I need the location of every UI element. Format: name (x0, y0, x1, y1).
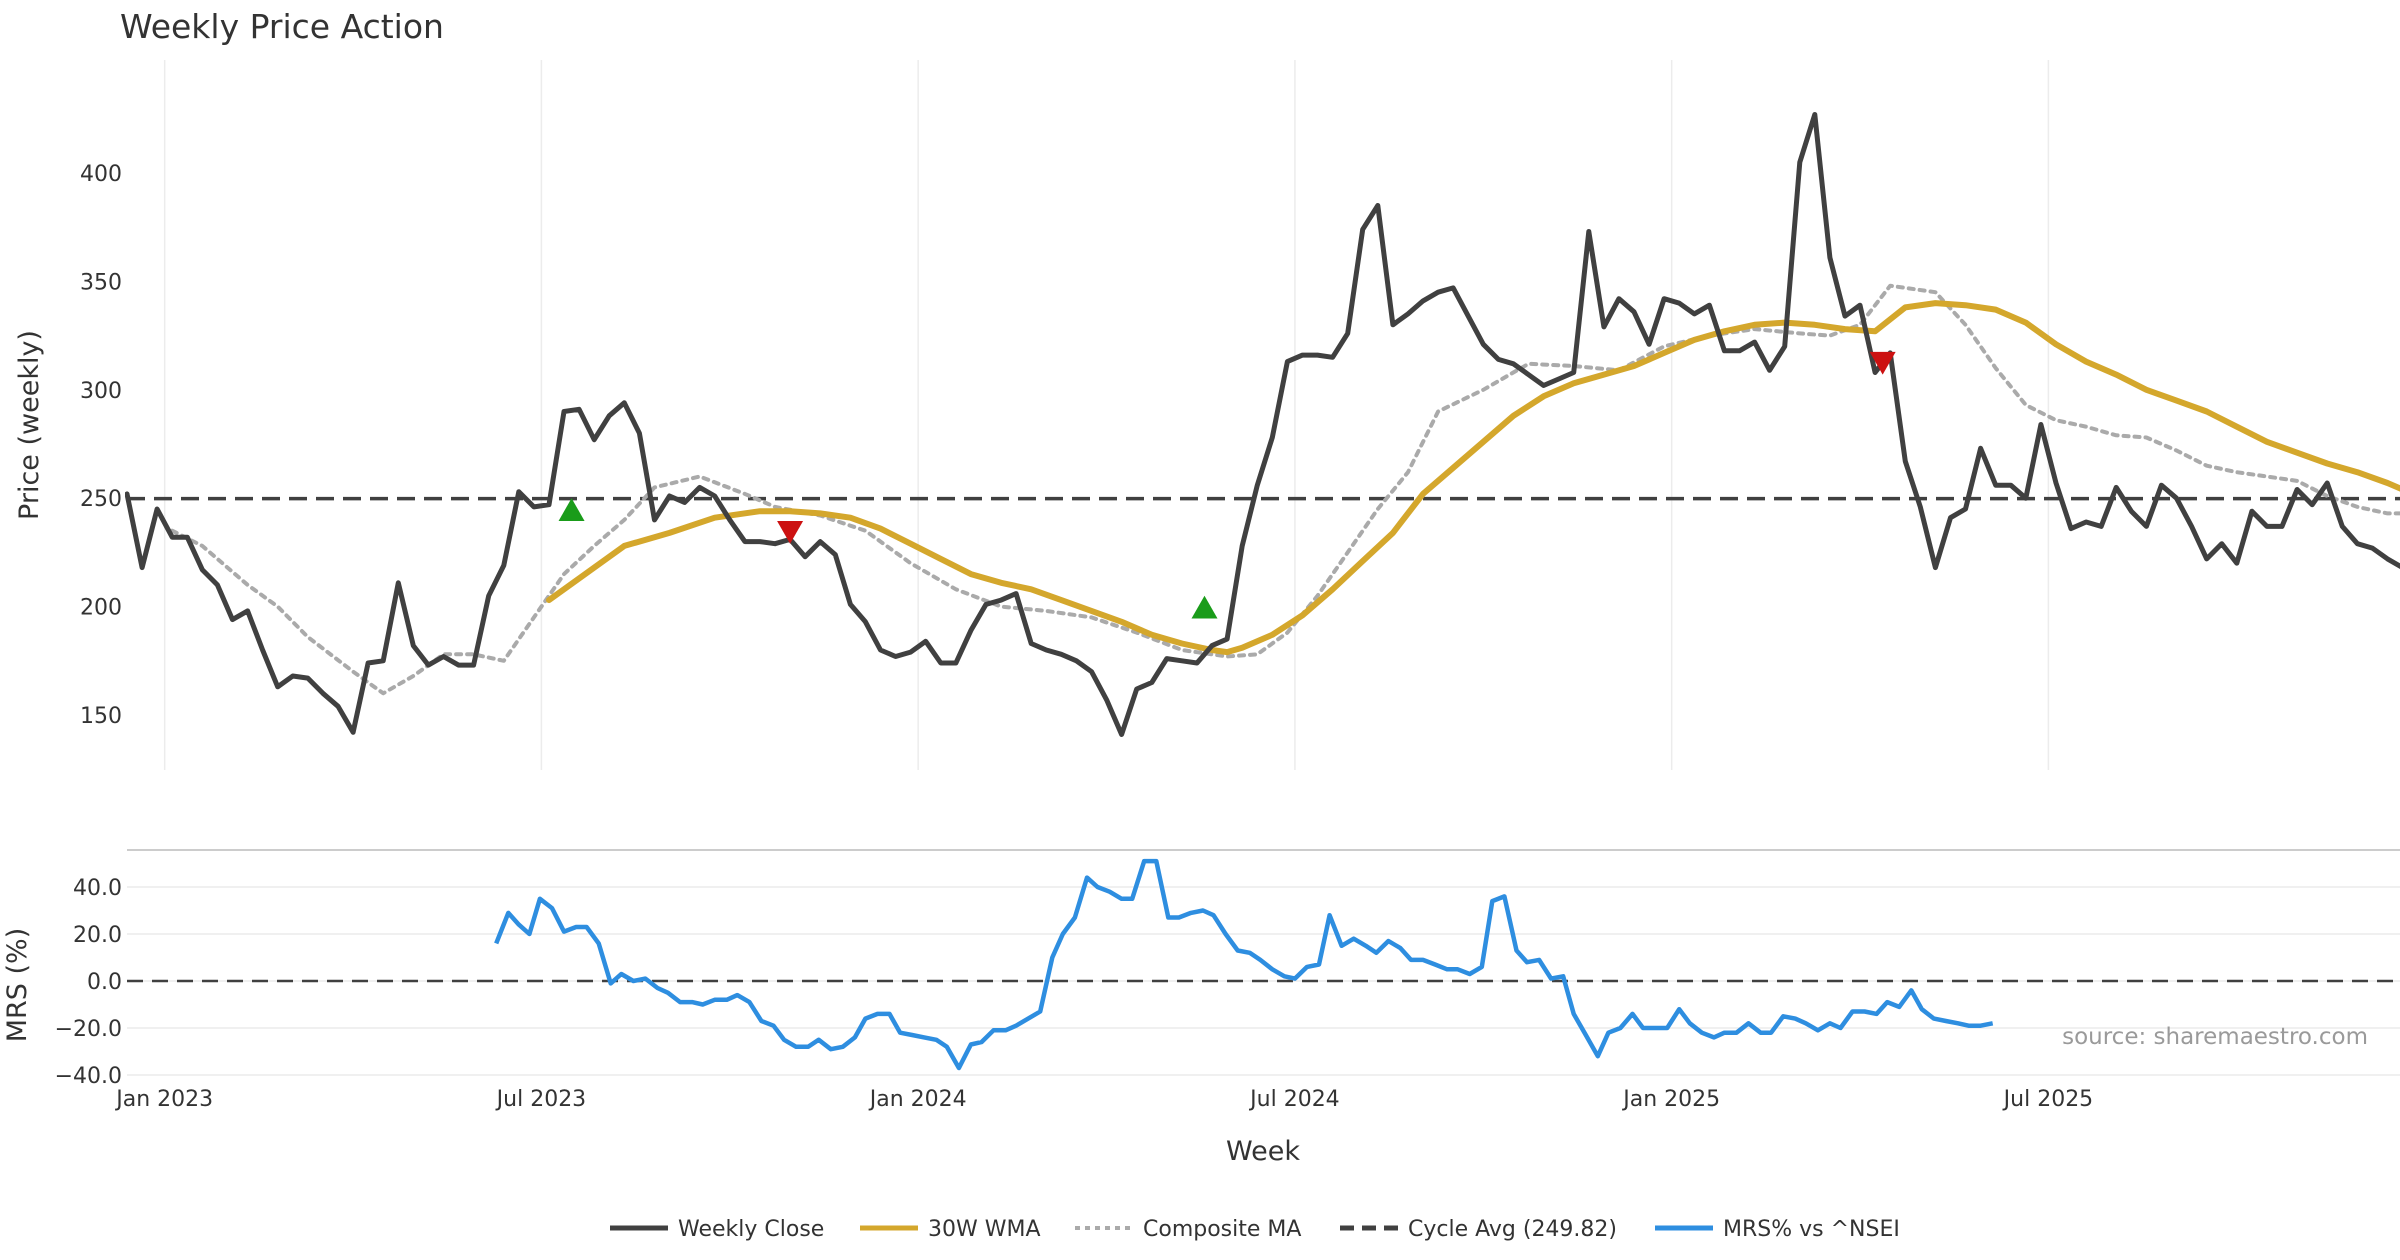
x-tick-label: Jul 2025 (2002, 1087, 2094, 1112)
source-watermark: source: sharemaestro.com (2062, 1024, 2368, 1050)
x-tick-label: Jan 2024 (868, 1087, 967, 1112)
series-weekly-close-line (125, 112, 2400, 737)
legend-label: MRS% vs ^NSEI (1723, 1217, 1900, 1242)
sell-signal-marker (777, 520, 804, 544)
mrs-y-tick-label: 20.0 (73, 923, 122, 948)
x-tick-label: Jul 2023 (495, 1087, 587, 1112)
x-tick-label: Jan 2025 (1621, 1087, 1720, 1112)
legend-label: 30W WMA (928, 1217, 1041, 1242)
x-tick-label: Jan 2023 (114, 1087, 213, 1112)
buy-signal-marker (558, 498, 585, 521)
mrs-y-tick-label: −20.0 (55, 1017, 122, 1042)
price-y-tick-label: 150 (80, 704, 122, 729)
buy-signal-marker (1191, 595, 1218, 619)
series-mrs-line (494, 858, 1994, 1071)
price-y-ticks: 150 200 250 300 350 400 (80, 162, 122, 729)
mrs-y-tick-label: 40.0 (73, 876, 122, 901)
mrs-series-group (127, 858, 2400, 1071)
series-30w-wma-line (546, 300, 2400, 656)
price-y-tick-label: 250 (80, 487, 122, 512)
mrs-y-tick-label: −40.0 (55, 1064, 122, 1089)
legend: Weekly Close 30W WMA Composite MA Cycle Avg… (610, 1217, 1900, 1242)
mrs-y-axis-label: MRS (%) (2, 928, 33, 1043)
price-y-tick-label: 200 (80, 596, 122, 621)
mrs-y-ticks: −40.0 −20.0 0.0 20.0 40.0 (55, 876, 122, 1089)
price-y-tick-label: 400 (80, 162, 122, 187)
x-tick-label: Jul 2024 (1248, 1087, 1340, 1112)
legend-label: Weekly Close (678, 1217, 824, 1242)
x-ticks: Jan 2023 Jul 2023 Jan 2024 Jul 2024 Jan 2025… (114, 1087, 2093, 1112)
legend-label: Cycle Avg (249.82) (1408, 1217, 1617, 1242)
x-axis-label: Week (1226, 1136, 1300, 1167)
series-composite-ma-line (170, 283, 2400, 696)
price-gridlines (163, 60, 2050, 770)
signal-markers (558, 351, 1896, 619)
price-y-tick-label: 350 (80, 270, 122, 295)
chart-title: Weekly Price Action (120, 7, 444, 46)
price-y-axis-label: Price (weekly) (14, 330, 45, 520)
price-y-tick-label: 300 (80, 379, 122, 404)
legend-label: Composite MA (1143, 1217, 1301, 1242)
price-series-group (125, 112, 2400, 737)
mrs-y-tick-label: 0.0 (87, 970, 122, 995)
sell-signal-marker (1869, 351, 1896, 375)
